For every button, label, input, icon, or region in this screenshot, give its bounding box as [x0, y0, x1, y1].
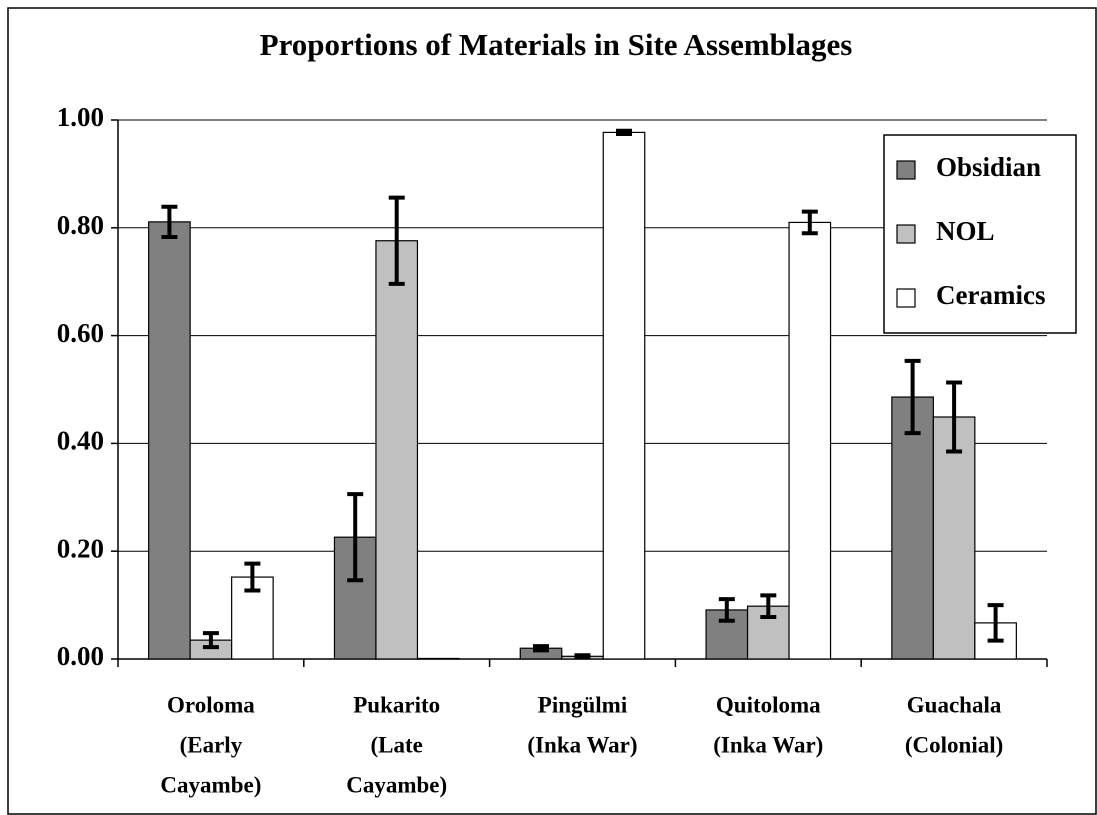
x-tick-label: (Inka War) — [713, 732, 823, 757]
bar — [148, 221, 191, 660]
x-tick-label: Quitoloma — [716, 692, 821, 717]
error-bar — [244, 561, 261, 593]
x-tick-label: Oroloma — [167, 692, 255, 717]
error-bar — [615, 128, 632, 137]
error-bar — [904, 358, 921, 436]
bar — [602, 131, 646, 660]
x-tick-label: Guachala — [907, 692, 1002, 717]
x-tick-label: Cayambe) — [346, 772, 447, 797]
legend-label: Ceramics — [936, 280, 1045, 310]
legend-box — [883, 134, 1077, 334]
error-bar — [801, 209, 818, 236]
legend-swatch — [896, 224, 916, 244]
error-bar — [388, 195, 405, 286]
legend-swatch — [896, 160, 916, 180]
x-tick-label: Cayambe) — [160, 772, 261, 797]
error-bar — [987, 603, 1004, 643]
chart-title: Proportions of Materials in Site Assembl… — [260, 27, 853, 62]
x-tick-label: (Inka War) — [527, 732, 637, 757]
x-tick-label: (Early — [180, 732, 243, 757]
legend-label: NOL — [936, 216, 995, 246]
y-tick-label: 0.60 — [57, 318, 104, 348]
x-tick-label: (Colonial) — [905, 732, 1003, 757]
error-bar — [533, 644, 550, 653]
bar — [416, 657, 460, 660]
error-bar — [161, 204, 178, 239]
error-bar — [760, 593, 777, 619]
error-bar — [347, 492, 364, 583]
legend-swatch — [896, 288, 916, 308]
bar — [375, 240, 419, 660]
legend-label: Obsidian — [936, 152, 1041, 182]
bar — [788, 221, 832, 660]
error-bar — [946, 380, 963, 454]
bar — [932, 416, 976, 660]
y-tick-label: 0.80 — [57, 210, 104, 240]
x-tick-label: Pingülmi — [538, 692, 628, 717]
error-bar — [202, 631, 219, 650]
error-bar — [718, 597, 735, 623]
bar — [891, 396, 934, 660]
x-tick-label: (Late — [371, 732, 423, 757]
y-tick-label: 1.00 — [57, 102, 104, 132]
y-tick-label: 0.00 — [57, 641, 104, 671]
error-bar — [574, 653, 591, 660]
y-tick-label: 0.20 — [57, 533, 104, 563]
y-tick-label: 0.40 — [57, 426, 104, 456]
x-tick-label: Pukarito — [353, 692, 440, 717]
